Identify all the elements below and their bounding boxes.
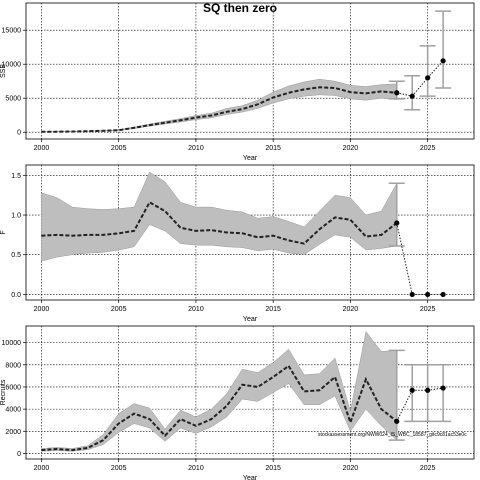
plot-frame (25, 325, 475, 460)
forecast-connector (396, 92, 413, 97)
x-tick-label: 2005 (111, 465, 127, 472)
y-axis-label: Recruits (0, 379, 7, 405)
y-tick-label: 5000 (5, 96, 21, 103)
y-tick-label: 0.0 (11, 292, 21, 299)
estimate-line (41, 200, 398, 245)
x-tick-label: 2020 (343, 145, 359, 152)
x-tick-label: 2015 (265, 145, 281, 152)
x-tick-label: 2000 (34, 306, 50, 313)
y-tick-label: 1.0 (11, 213, 21, 220)
panel-2: 2000 2005 2010 2015 2020 2025 0.0 0.5 1.0 1.5 Year… (0, 164, 475, 323)
y-tick-label: 4000 (5, 407, 21, 414)
y-tick-label: 0 (17, 451, 21, 458)
forecast-point (440, 291, 446, 298)
x-tick-label: 2000 (34, 465, 50, 472)
x-tick-label: 2025 (420, 465, 436, 472)
x-tick-label: 2010 (188, 306, 204, 313)
figure-title: SQ then zero (203, 1, 277, 15)
forecast-point (425, 387, 431, 393)
x-tick-label: 2025 (420, 145, 436, 152)
forecast-point (394, 220, 400, 226)
x-tick-label: 2010 (188, 465, 204, 472)
y-tick-label: 2000 (5, 429, 21, 436)
forecast-connector (427, 387, 444, 391)
plot-frame (25, 2, 475, 140)
watermark-text: stockassessment.org/NWW024_IS_WBC_18587_… (318, 432, 467, 438)
y-axis-label: F (0, 230, 7, 234)
forecast-point (425, 75, 431, 81)
x-tick-label: 2015 (265, 306, 281, 313)
forecast-connector (396, 222, 413, 295)
forecast-point (394, 418, 400, 424)
y-tick-label: 8000 (5, 362, 21, 369)
x-tick-label: 2020 (343, 306, 359, 313)
x-tick-label: 2010 (188, 145, 204, 152)
x-tick-label: 2020 (343, 465, 359, 472)
plot-frame (25, 164, 475, 301)
forecast-point (394, 90, 400, 96)
forecast-connector (411, 77, 429, 97)
forecast-point (409, 291, 415, 298)
forecast-connector (427, 60, 444, 79)
estimate-line (41, 86, 397, 133)
forecast-point (425, 291, 431, 298)
x-tick-label: 2005 (111, 306, 127, 313)
y-tick-label: 1.5 (11, 173, 21, 180)
x-axis-label: Year (243, 475, 258, 480)
y-tick-label: 0.5 (11, 252, 21, 259)
forecast-point (409, 387, 415, 393)
panel-1: 2000 2005 2010 2015 2020 2025 0 5000 10000 15000 Y… (0, 2, 475, 162)
x-tick-label: 2015 (265, 465, 281, 472)
y-axis-label: SSB (0, 64, 7, 78)
x-axis-label: Year (243, 155, 258, 162)
y-tick-label: 0 (17, 130, 21, 137)
x-tick-label: 2000 (34, 145, 50, 152)
estimate-line (41, 364, 398, 452)
forecast-point (409, 93, 415, 99)
forecast-point (440, 58, 446, 64)
x-tick-label: 2005 (111, 145, 127, 152)
forecast-point (440, 385, 446, 391)
x-tick-label: 2025 (420, 306, 436, 313)
y-tick-label: 15000 (2, 28, 22, 35)
y-tick-label: 6000 (5, 384, 21, 391)
y-tick-label: 10000 (2, 62, 22, 69)
panel-3: 2000 2005 2010 2015 2020 2025 0 2000 4000 6000 800… (0, 325, 475, 480)
y-tick-label: 10000 (2, 340, 22, 347)
x-axis-label: Year (243, 316, 258, 323)
